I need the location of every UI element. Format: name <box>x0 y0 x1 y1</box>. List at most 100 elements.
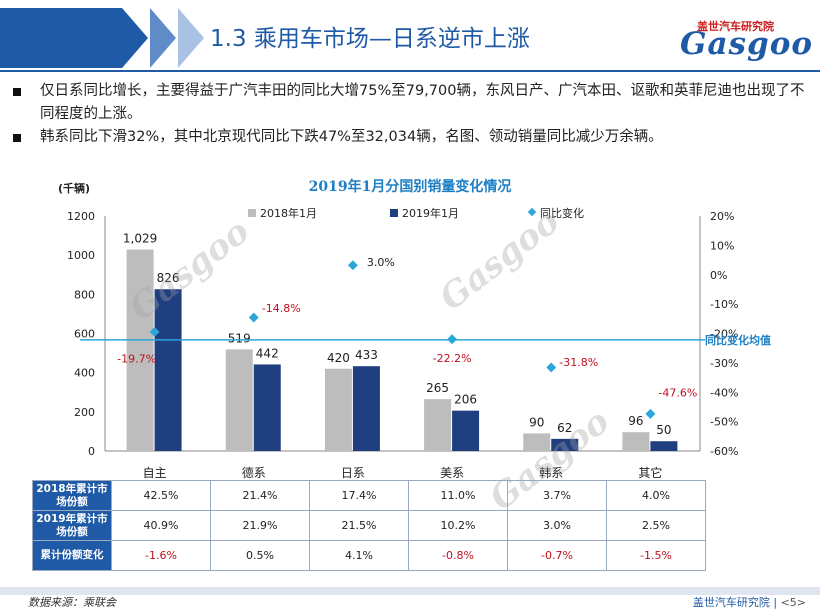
table-cell: 11.0% <box>408 480 508 511</box>
bullet-item: 仅日系同比增长，主要得益于广汽丰田的同比大增75%至79,700辆，东风日产、广… <box>10 80 810 126</box>
data-label: 519 <box>228 331 251 345</box>
y-tick-label: 0 <box>88 445 95 458</box>
gasgoo-logo: Gasgoo <box>680 26 814 62</box>
table-cell: 40.9% <box>111 510 211 541</box>
table-cell: 0.5% <box>210 540 310 571</box>
data-label: 1,029 <box>123 231 157 245</box>
bar-2018 <box>424 399 452 451</box>
y2-tick-label: 10% <box>710 239 734 252</box>
average-line-label: 同比变化均值 <box>705 333 771 347</box>
header-accent-bar <box>0 8 122 68</box>
data-label: 433 <box>355 348 378 362</box>
data-label: 90 <box>529 415 544 429</box>
yoy-label: -14.8% <box>262 302 301 315</box>
yoy-label: -22.2% <box>433 352 472 365</box>
legend-swatch <box>248 209 256 217</box>
y2-tick-label: -50% <box>710 416 738 429</box>
bar-2019 <box>154 289 182 451</box>
table-cell: 3.0% <box>507 510 607 541</box>
bullet-square-icon <box>13 134 21 142</box>
x-tick-label: 自主 <box>143 466 167 480</box>
bar-2019 <box>650 441 678 451</box>
bullet-list: 仅日系同比增长，主要得益于广汽丰田的同比大增75%至79,700辆，东风日产、广… <box>10 80 810 149</box>
bar-2019 <box>352 366 380 451</box>
table-row: 累计份额变化 -1.6% 0.5% 4.1% -0.8% -0.7% -1.5% <box>32 540 706 571</box>
row-header: 2019年累计市场份额 <box>32 510 112 541</box>
bar-2019 <box>452 410 480 451</box>
table-cell: 2.5% <box>606 510 706 541</box>
legend-swatch <box>390 209 398 217</box>
table-row: 2019年累计市场份额 40.9% 21.9% 21.5% 10.2% 3.0%… <box>32 510 706 541</box>
table-row: 2018年累计市场份额 42.5% 21.4% 17.4% 11.0% 3.7%… <box>32 480 706 511</box>
table-cell: 4.0% <box>606 480 706 511</box>
bullet-text: 韩系同比下滑32%，其中北京现代同比下跌47%至32,034辆，名图、领动销量同… <box>40 129 663 145</box>
chevron-icon <box>122 8 148 68</box>
table-cell: 21.5% <box>309 510 409 541</box>
table-cell: 21.9% <box>210 510 310 541</box>
x-tick-label: 韩系 <box>539 465 563 480</box>
yoy-marker <box>149 326 160 337</box>
data-label: 265 <box>426 381 449 395</box>
data-label: 206 <box>454 393 477 407</box>
bar-2019 <box>253 364 281 451</box>
data-label: 96 <box>628 414 643 428</box>
data-label: 442 <box>256 346 279 360</box>
y2-tick-label: -20% <box>710 328 738 341</box>
yoy-marker <box>645 408 656 419</box>
data-label: 50 <box>656 423 671 437</box>
y2-tick-label: 20% <box>710 210 734 223</box>
market-share-table: 2018年累计市场份额 42.5% 21.4% 17.4% 11.0% 3.7%… <box>32 480 706 571</box>
bullet-square-icon <box>13 88 21 96</box>
data-label: 420 <box>327 351 350 365</box>
table-cell: 17.4% <box>309 480 409 511</box>
data-source: 数据来源：乘联会 <box>28 596 116 609</box>
yoy-label: -31.8% <box>559 356 598 369</box>
bar-2018 <box>622 432 650 451</box>
x-tick-label: 德系 <box>242 465 266 480</box>
sales-chart: 2019年1月分国别销量变化情况 (千辆) 2018年1月 2019年1月 同比变化 0 2… <box>58 178 771 480</box>
table-cell: 4.1% <box>309 540 409 571</box>
table-cell: -0.7% <box>507 540 607 571</box>
table-cell: -1.6% <box>111 540 211 571</box>
logo-text-cn: 盖世汽车研究院 <box>697 20 774 33</box>
yoy-label: -19.7% <box>117 353 156 366</box>
y-tick-label: 400 <box>74 367 95 380</box>
chevron-icon <box>178 8 204 68</box>
yoy-marker <box>347 260 358 271</box>
table-cell: 42.5% <box>111 480 211 511</box>
yoy-marker <box>447 334 458 345</box>
chart-title: 2019年1月分国别销量变化情况 <box>309 178 512 195</box>
yoy-marker <box>546 362 557 373</box>
y2-tick-label: -10% <box>710 298 738 311</box>
yoy-label: 3.0% <box>367 256 395 269</box>
table-cell: -1.5% <box>606 540 706 571</box>
bar-2018 <box>324 368 352 451</box>
table-cell: 3.7% <box>507 480 607 511</box>
bar-2018 <box>225 349 253 451</box>
bar-2018 <box>523 433 551 451</box>
y2-tick-label: -30% <box>710 357 738 370</box>
header: 1.3 乘用车市场—日系逆市上涨 盖世汽车研究院 Gasgoo <box>0 0 820 78</box>
table-cell: 10.2% <box>408 510 508 541</box>
footer-bar <box>0 587 820 595</box>
bullet-item: 韩系同比下滑32%，其中北京现代同比下跌47%至32,034辆，名图、领动销量同… <box>10 126 810 149</box>
data-label: 62 <box>557 421 572 435</box>
table-cell: 21.4% <box>210 480 310 511</box>
y-tick-label: 1200 <box>67 210 95 223</box>
footer-org-name: 盖世汽车研究院 <box>692 596 770 609</box>
y2-tick-label: -60% <box>710 445 738 458</box>
legend-label: 2019年1月 <box>402 206 459 220</box>
y2-tick-label: 0% <box>710 269 727 282</box>
y-tick-label: 200 <box>74 406 95 419</box>
y-tick-label: 600 <box>74 328 95 341</box>
bullet-text: 仅日系同比增长，主要得益于广汽丰田的同比大增75%至79,700辆，东风日产、广… <box>40 83 805 122</box>
legend-diamond-icon <box>527 207 537 217</box>
footer-org: 盖世汽车研究院 | <5> <box>692 596 806 609</box>
y-tick-label: 800 <box>74 288 95 301</box>
legend-label: 同比变化 <box>540 206 584 220</box>
x-tick-label: 美系 <box>440 466 464 480</box>
chevron-icon <box>150 8 176 68</box>
legend-label: 2018年1月 <box>260 206 317 220</box>
x-tick-label: 其它 <box>638 465 662 480</box>
y-tick-label: 1000 <box>67 249 95 262</box>
